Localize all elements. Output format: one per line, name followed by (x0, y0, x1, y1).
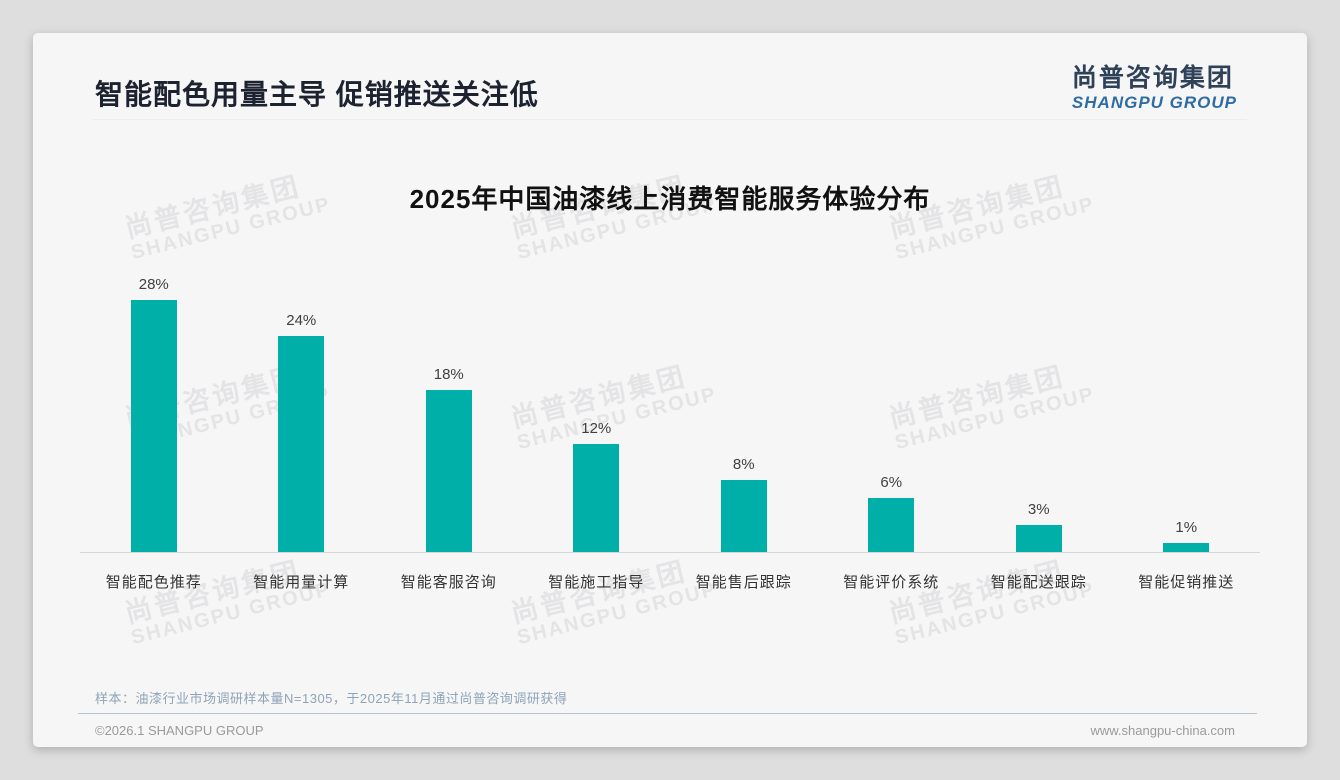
logo-chinese-text: 尚普咨询集团 (1071, 64, 1234, 92)
bar-column: 28% (80, 276, 228, 552)
bar-column: 24% (228, 312, 376, 552)
bar-value-label: 6% (880, 474, 903, 491)
bar-value-label: 28% (138, 276, 169, 293)
company-logo: 尚普咨询集团 SHANGPU GROUP (1071, 64, 1237, 113)
bar-column: 12% (523, 420, 671, 552)
page-title: 智能配色用量主导 促销推送关注低 (95, 79, 539, 110)
category-label: 智能配色推荐 (105, 574, 202, 591)
header-divider (93, 119, 1247, 120)
bar-column: 8% (670, 456, 818, 552)
slide-card: 尚普咨询集团 SHANGPU GROUP 尚普咨询集团 SHANGPU GROUP 尚普… (33, 33, 1307, 747)
bar (1015, 525, 1062, 552)
bar (720, 480, 767, 552)
bar-value-label: 1% (1175, 519, 1198, 536)
logo-english-text: SHANGPU GROUP (1071, 92, 1237, 112)
category-label: 智能配送跟踪 (990, 574, 1087, 591)
copyright-text: ©2026.1 SHANGPU GROUP (95, 723, 264, 738)
bar (425, 390, 472, 552)
category-row: 智能配色推荐 智能用量计算 智能客服咨询 智能施工指导 智能售后跟踪 智能评价系统 智能配送… (80, 554, 1260, 592)
sample-note: 样本：油漆行业市场调研样本量N=1305，于2025年11月通过尚普咨询调研获得 (95, 691, 568, 706)
category-label: 智能客服咨询 (400, 574, 497, 591)
category-label: 智能评价系统 (843, 574, 940, 591)
category-label: 智能用量计算 (253, 574, 350, 591)
chart-title: 2025年中国油漆线上消费智能服务体验分布 (409, 184, 931, 214)
bar-value-label: 12% (581, 420, 612, 437)
bar-value-label: 8% (732, 456, 755, 473)
bar (1163, 543, 1210, 552)
category-label: 智能售后跟踪 (695, 574, 792, 591)
footer-divider (78, 713, 1257, 714)
category-label: 智能施工指导 (548, 574, 645, 591)
bar-column: 3% (965, 501, 1113, 552)
footer-url: www.shangpu-china.com (1090, 723, 1235, 738)
category-label: 智能促销推送 (1138, 574, 1235, 591)
bar-value-label: 3% (1027, 501, 1050, 518)
bar-value-label: 18% (433, 366, 464, 383)
bar-value-label: 24% (286, 312, 317, 329)
bar (130, 300, 177, 552)
bar (278, 336, 325, 552)
bar-column: 18% (375, 366, 523, 552)
bar (868, 498, 915, 552)
plot-area: 28% 24% 18% 12% 8% 6% 3% 1% (80, 271, 1260, 553)
bar-column: 1% (1113, 519, 1261, 552)
bar (573, 444, 620, 552)
bar-column: 6% (818, 474, 966, 552)
